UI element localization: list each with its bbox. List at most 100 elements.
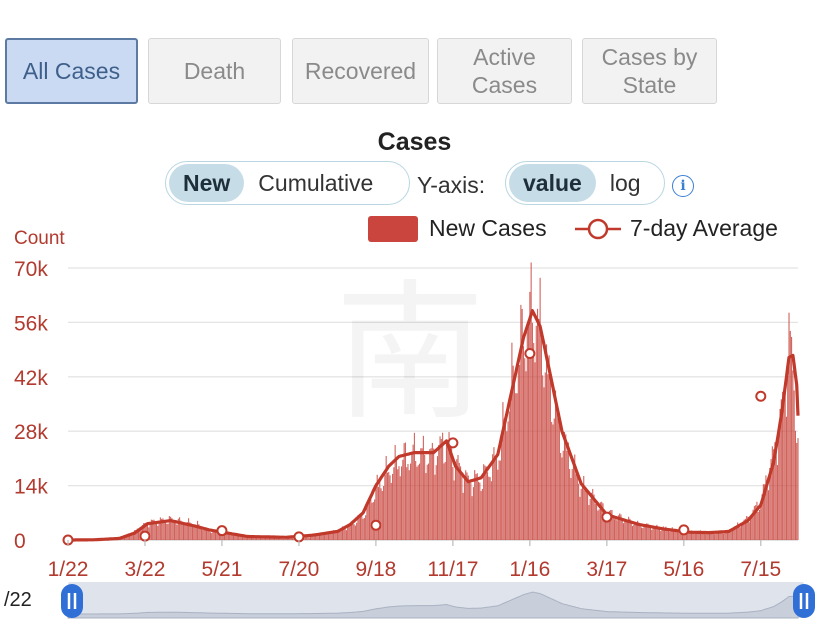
tab-cases-by-state[interactable]: Cases by State bbox=[582, 38, 717, 104]
bar bbox=[653, 526, 655, 540]
bar bbox=[656, 524, 658, 540]
bar bbox=[202, 529, 204, 540]
bar bbox=[445, 441, 448, 540]
bar bbox=[592, 488, 594, 540]
bar bbox=[607, 517, 609, 540]
bar bbox=[471, 496, 473, 540]
bar bbox=[596, 502, 598, 540]
bar bbox=[648, 525, 650, 540]
bar bbox=[796, 442, 798, 540]
yaxis-toggle-label: Y-axis: bbox=[417, 172, 486, 198]
mode-option-cumulative[interactable]: Cumulative bbox=[258, 170, 374, 196]
bar bbox=[418, 463, 421, 540]
bar bbox=[558, 412, 560, 540]
legend-label-7-day-average: 7-day Average bbox=[630, 215, 778, 241]
bar bbox=[739, 527, 741, 540]
bar bbox=[198, 524, 200, 540]
bar bbox=[661, 528, 663, 540]
bar bbox=[531, 322, 533, 540]
bar bbox=[737, 522, 739, 540]
yaxis-toggle: value log bbox=[505, 161, 665, 205]
bar bbox=[524, 358, 526, 540]
bar bbox=[522, 346, 524, 540]
bar bbox=[539, 277, 541, 540]
info-icon[interactable]: i bbox=[672, 175, 694, 197]
bar bbox=[217, 532, 219, 540]
range-slider[interactable]: /22 bbox=[4, 582, 815, 619]
bar bbox=[705, 534, 707, 540]
bar bbox=[353, 524, 355, 540]
bar bbox=[285, 538, 287, 540]
bar bbox=[723, 533, 725, 540]
bar bbox=[138, 530, 140, 540]
bar bbox=[751, 514, 753, 540]
bar bbox=[485, 466, 487, 540]
x-tick-label: 3/22 bbox=[125, 558, 166, 581]
bar bbox=[797, 438, 799, 540]
bar bbox=[134, 530, 136, 540]
bar bbox=[226, 533, 228, 540]
bar bbox=[238, 535, 240, 540]
bar bbox=[458, 462, 460, 540]
bar bbox=[465, 470, 467, 540]
tab-all-cases[interactable]: All Cases bbox=[5, 38, 138, 104]
bar bbox=[725, 532, 727, 540]
bar bbox=[236, 535, 238, 540]
bar bbox=[540, 338, 542, 540]
bar bbox=[598, 509, 600, 540]
x-tick-label: 5/16 bbox=[663, 558, 704, 581]
bar bbox=[587, 493, 589, 540]
tab-death[interactable]: Death bbox=[148, 38, 281, 104]
bar bbox=[499, 460, 501, 540]
bar bbox=[576, 471, 578, 540]
bar bbox=[498, 460, 500, 540]
bar bbox=[268, 537, 270, 540]
legend-swatch-new-cases[interactable] bbox=[368, 216, 418, 242]
bar bbox=[560, 453, 562, 540]
bar bbox=[177, 518, 179, 540]
bar bbox=[486, 472, 489, 540]
bar bbox=[628, 516, 630, 540]
bar bbox=[561, 457, 563, 540]
bar bbox=[611, 510, 613, 540]
slider-handle-right[interactable] bbox=[793, 584, 815, 618]
bar bbox=[685, 532, 687, 540]
bar bbox=[172, 520, 174, 540]
bar bbox=[657, 527, 659, 540]
bar bbox=[780, 399, 782, 540]
bar bbox=[490, 481, 492, 540]
yaxis-option-value[interactable]: value bbox=[509, 164, 596, 202]
bar bbox=[502, 402, 504, 540]
bar bbox=[635, 524, 637, 540]
yaxis-option-log[interactable]: log bbox=[609, 170, 641, 196]
bar bbox=[159, 517, 161, 540]
tab-active-cases[interactable]: Active Cases bbox=[437, 38, 572, 104]
bar bbox=[775, 447, 777, 540]
bar bbox=[261, 537, 263, 540]
bar bbox=[642, 528, 644, 540]
bar bbox=[248, 536, 250, 540]
legend-swatch-7-day-average[interactable] bbox=[573, 214, 623, 244]
bar bbox=[221, 532, 223, 540]
bar bbox=[658, 528, 660, 540]
bar bbox=[410, 463, 412, 540]
bar bbox=[554, 390, 557, 540]
bar bbox=[209, 532, 211, 540]
bar bbox=[256, 537, 258, 540]
bar bbox=[348, 523, 350, 540]
slider-handle-left[interactable] bbox=[61, 584, 83, 618]
bar bbox=[738, 525, 740, 540]
bar bbox=[462, 492, 464, 540]
bar bbox=[717, 531, 720, 540]
bar bbox=[506, 431, 508, 540]
average-marker bbox=[216, 525, 228, 537]
tab-recovered[interactable]: Recovered bbox=[292, 38, 429, 104]
bar bbox=[517, 363, 519, 540]
bar bbox=[395, 456, 397, 540]
bar bbox=[793, 390, 795, 540]
bar bbox=[397, 469, 399, 540]
bar bbox=[370, 496, 372, 540]
bar bbox=[584, 487, 586, 540]
mode-option-new[interactable]: New bbox=[169, 164, 245, 202]
y-tick-label: 42k bbox=[14, 367, 48, 390]
